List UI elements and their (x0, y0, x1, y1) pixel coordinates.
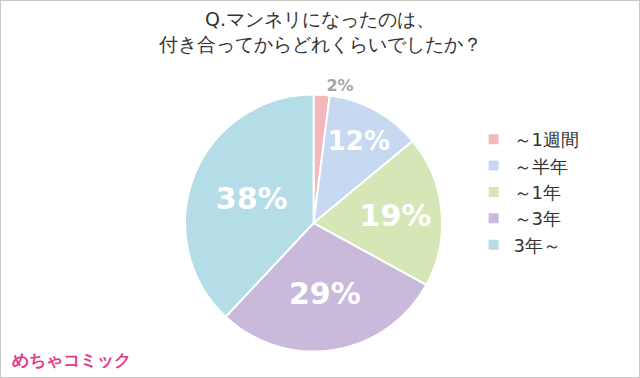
svg-text:～1週間: ～1週間 (514, 129, 579, 150)
svg-text:Q.マンネリになったのは、付き合ってからどれくらいでしたか？: Q.マンネリになったのは、付き合ってからどれくらいでしたか？ (158, 8, 482, 55)
svg-text:2%: 2% (326, 76, 353, 95)
svg-text:～3年: ～3年 (514, 208, 561, 229)
svg-text:3年～: 3年～ (514, 235, 561, 256)
svg-text:29%: 29% (289, 276, 361, 311)
svg-text:～1年: ～1年 (514, 182, 561, 203)
svg-text:19%: 19% (360, 198, 432, 233)
svg-text:38%: 38% (216, 181, 288, 216)
svg-text:めちゃコミック: めちゃコミック (12, 350, 131, 370)
svg-text:～半年: ～半年 (514, 156, 568, 177)
svg-text:12%: 12% (328, 126, 390, 156)
